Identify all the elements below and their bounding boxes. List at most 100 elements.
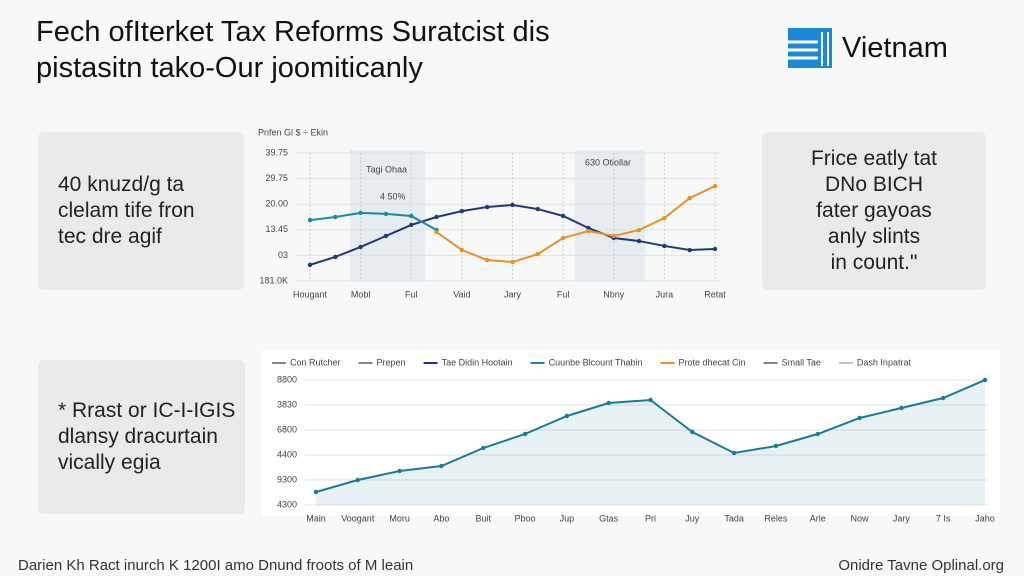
- point: [899, 405, 904, 411]
- legend-label: Prote dhecat Cin: [679, 357, 746, 367]
- point: [383, 211, 389, 217]
- point: [636, 227, 642, 233]
- y-tick-label: 6800: [277, 424, 297, 434]
- point: [333, 214, 338, 220]
- point: [535, 251, 541, 257]
- x-tick-label: Pboo: [515, 513, 536, 523]
- card-line: DNo BICH: [824, 173, 924, 196]
- logo-icon: [788, 28, 832, 68]
- title-line: Fech ofIterket Tax Reforms Suratcist dis: [36, 16, 550, 48]
- x-tick-label: Ful: [405, 289, 418, 299]
- chart-title: Pnfen Gl $ ÷ Ekin: [258, 127, 328, 137]
- legend-label: Cuunbe Blcount Thabin: [549, 357, 643, 367]
- line: [309, 211, 438, 231]
- y-tick-label: 03: [278, 250, 288, 260]
- point: [606, 400, 611, 406]
- point: [307, 217, 313, 223]
- card-line: fater gayoas: [816, 199, 932, 222]
- x-tick-label: Hougant: [293, 289, 328, 299]
- annotation: 4 50%: [380, 191, 406, 201]
- y-tick-label: 3830: [277, 399, 297, 409]
- point: [434, 229, 439, 235]
- x-tick-label: Now: [851, 513, 870, 523]
- point: [560, 235, 566, 241]
- x-tick-label: Nbny: [603, 289, 625, 299]
- x-tick-label: Juy: [685, 513, 700, 523]
- point: [586, 225, 591, 231]
- point: [459, 208, 465, 214]
- point: [522, 431, 528, 437]
- point: [409, 213, 414, 219]
- point: [358, 244, 363, 250]
- point: [815, 431, 820, 437]
- point: [313, 489, 319, 495]
- point: [712, 183, 718, 189]
- point: [690, 429, 695, 435]
- point: [687, 247, 692, 253]
- point: [940, 395, 946, 401]
- legend-label: Con Rutcher: [290, 357, 341, 367]
- y-tick-label: 8800: [277, 374, 297, 384]
- point: [484, 257, 490, 263]
- point: [510, 259, 515, 265]
- card-line: 40 knuzd/g ta: [58, 173, 185, 196]
- card-line: anly slints: [827, 225, 921, 248]
- point: [481, 445, 486, 451]
- x-tick-label: Jaho: [975, 513, 995, 523]
- info-card: Frice eatly tat DNo BICH fater gayoas an…: [762, 132, 986, 290]
- card-line: vically egia: [58, 451, 161, 474]
- legend-label: Small Tae: [782, 357, 821, 367]
- y-tick-label: 4300: [277, 499, 297, 509]
- x-tick-label: Tada: [724, 513, 744, 523]
- point: [358, 210, 363, 216]
- point: [687, 195, 692, 201]
- info-card: * Rrast or IC-I-IGIS dlansy dracurtain v…: [38, 360, 245, 514]
- y-tick-label: 29.75: [265, 173, 288, 183]
- card-line: * Rrast or IC-I-IGIS: [58, 399, 236, 422]
- x-tick-label: Jura: [656, 289, 674, 299]
- point: [982, 377, 988, 383]
- footer-left: Darien Kh Ract inurch K 1200I amo Dnund …: [18, 557, 414, 574]
- x-tick-label: Vaid: [453, 289, 470, 299]
- point: [307, 262, 313, 268]
- y-tick-label: 9300: [277, 474, 297, 484]
- x-tick-label: Ful: [557, 289, 570, 299]
- point: [662, 243, 667, 249]
- card-line: Frice eatly tat: [810, 147, 938, 170]
- y-tick-label: 181.0K: [259, 275, 288, 285]
- point: [731, 450, 737, 456]
- footer-right: Onidre Tavne Oplinal.org: [838, 557, 1004, 574]
- point: [611, 233, 616, 239]
- x-tick-label: Mobl: [351, 289, 371, 299]
- point: [712, 246, 718, 252]
- title: Fech ofIterket Tax Reforms Suratcist dis…: [36, 14, 550, 86]
- point: [484, 204, 490, 210]
- logo-text: Vietnam: [842, 31, 948, 64]
- x-tick-label: Jary: [504, 289, 522, 299]
- point: [636, 238, 642, 244]
- annotation: 630 Otiollar: [585, 157, 631, 167]
- point: [333, 254, 338, 260]
- card-line: clelam tife fron: [58, 199, 195, 222]
- legend-label: Dash Inpatrat: [857, 357, 912, 367]
- y-tick-label: 20.00: [265, 199, 288, 209]
- x-tick-label: Jup: [560, 513, 575, 523]
- point: [773, 443, 779, 449]
- x-tick-label: Buit: [475, 513, 491, 523]
- x-tick-label: Arle: [810, 513, 826, 523]
- x-tick-label: Jary: [893, 513, 911, 523]
- y-tick-label: 39.75: [265, 147, 288, 157]
- x-tick-label: Retat: [704, 289, 726, 299]
- point: [648, 397, 653, 403]
- point: [564, 413, 570, 419]
- logo: Vietnam: [788, 28, 948, 68]
- point: [857, 415, 862, 421]
- x-tick-label: Abo: [433, 513, 449, 523]
- line: [435, 185, 716, 264]
- highlight-band: [575, 150, 645, 281]
- point: [510, 202, 515, 208]
- x-tick-label: Pri: [645, 513, 656, 523]
- card-line: in count.": [830, 251, 918, 274]
